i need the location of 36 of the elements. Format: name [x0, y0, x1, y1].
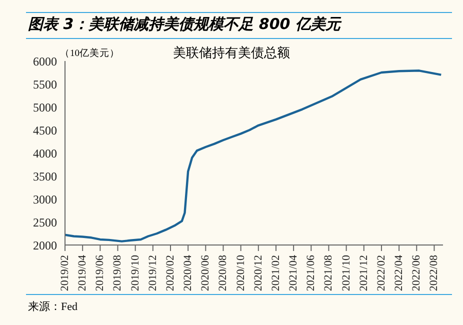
y-axis-title: （10亿美元） [60, 47, 120, 60]
y-tick-label: 2500 [33, 215, 57, 230]
x-tick-label: 2021/04 [288, 254, 300, 292]
y-tick-label: 3500 [33, 169, 57, 184]
chart-subtitle: 美联储持有美债总额 [173, 45, 290, 60]
x-tick-label: 2019/06 [94, 254, 106, 292]
source-note: 来源：Fed [28, 300, 78, 314]
x-tick-label: 2020/06 [200, 254, 212, 292]
y-tick-label: 4500 [33, 123, 57, 138]
x-tick-label: 2020/10 [234, 254, 247, 292]
x-tick-label: 2022/02 [375, 255, 388, 292]
line-series [65, 70, 442, 242]
x-tick-label: 2021/08 [322, 254, 335, 292]
x-tick-label: 2021/06 [305, 254, 318, 292]
x-tick-label: 2019/04 [76, 254, 89, 292]
x-tick-label: 2019/10 [129, 254, 142, 292]
y-tick-label: 4000 [33, 146, 57, 160]
x-tick-label: 2022/06 [410, 254, 423, 292]
x-tick-label: 2020/04 [182, 254, 194, 292]
x-tick-label: 2020/02 [164, 255, 176, 292]
chart-title: 图表 3：美联储减持美债规模不足 800 亿美元 [28, 15, 340, 34]
x-tick-label: 2021/12 [358, 255, 370, 292]
x-tick-label: 2020/12 [252, 255, 264, 292]
x-tick-label: 2022/08 [428, 254, 440, 292]
y-tick-label: 5000 [33, 100, 57, 114]
y-tick-label: 3000 [33, 192, 57, 206]
x-tick-label: 2019/08 [112, 254, 124, 292]
y-tick-label: 6000 [33, 54, 57, 68]
y-tick-label: 5500 [33, 77, 57, 92]
x-tick-label: 2020/08 [217, 254, 230, 292]
x-tick-label: 2019/12 [146, 255, 159, 292]
x-tick-label: 2021/10 [340, 254, 352, 292]
x-tick-label: 2022/04 [393, 254, 406, 292]
x-tick-label: 2019/02 [59, 255, 71, 292]
y-tick-label: 2000 [33, 238, 57, 252]
x-tick-label: 2021/02 [270, 255, 282, 292]
